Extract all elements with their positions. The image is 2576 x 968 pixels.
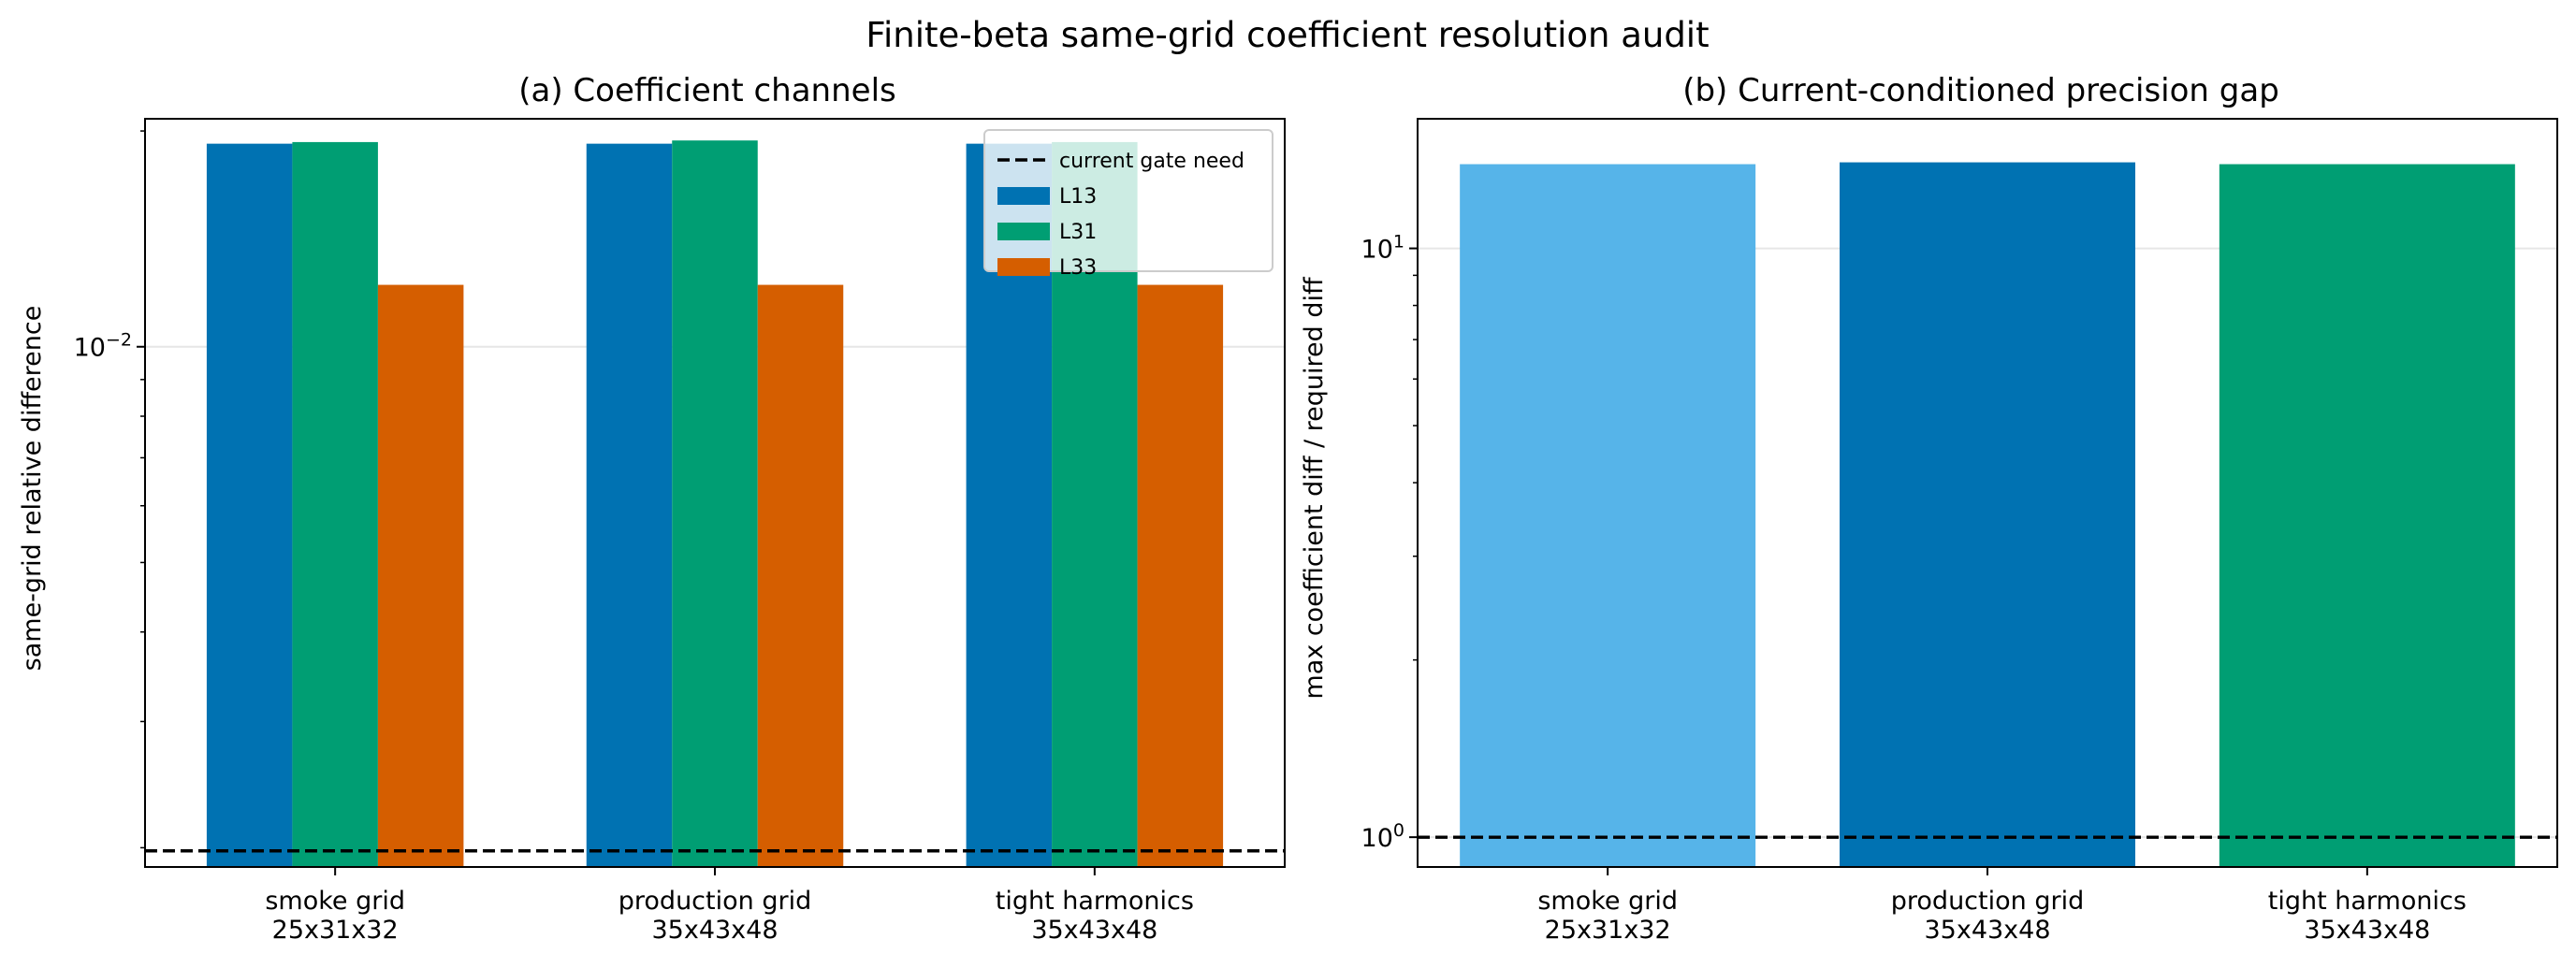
panel-a-ylabel: same-grid relative difference	[18, 306, 47, 672]
figure-title: Finite-beta same-grid coefficient resolu…	[866, 15, 1709, 55]
bar-l13-1	[586, 143, 673, 868]
bar-2	[2219, 164, 2515, 867]
xtick-label-2: tight harmonics	[2268, 887, 2467, 916]
legend-swatch-l13	[997, 187, 1050, 205]
xtick-label-0: smoke grid	[1537, 887, 1678, 916]
panel-a-title: (a) Coefficient channels	[518, 72, 896, 109]
bar-l33-2	[1137, 284, 1224, 867]
legend-swatch-l33	[997, 258, 1050, 276]
xtick-sublabel-1: 35x43x48	[1924, 916, 2050, 945]
bar-l13-0	[206, 143, 293, 868]
legend-swatch-l31	[997, 223, 1050, 240]
xtick-sublabel-0: 25x31x32	[1545, 916, 1671, 945]
ytick-label-0: 100	[1361, 820, 1404, 853]
legend-label-0: current gate need	[1059, 150, 1244, 173]
legend-box	[983, 129, 1273, 272]
bar-l33-1	[757, 284, 844, 867]
panel-b-title: (b) Current-conditioned precision gap	[1682, 72, 2279, 109]
bar-1	[1840, 162, 2135, 868]
xtick-sublabel-2: 35x43x48	[1031, 916, 1157, 945]
ytick-label-1: 101	[1361, 232, 1404, 265]
panel-b-ylabel: max coefficient diff / required diff	[1300, 276, 1329, 700]
legend-label-1: L13	[1059, 185, 1097, 209]
bar-l31-0	[292, 141, 378, 868]
legend: current gate need L13 L31 L33	[983, 129, 1273, 280]
bar-0	[1460, 164, 1756, 867]
ytick-label-0: 10−2	[74, 330, 132, 363]
xtick-label-1: production grid	[1891, 887, 2084, 916]
legend-label-2: L31	[1059, 221, 1097, 244]
xtick-label-1: production grid	[619, 887, 811, 916]
bar-l31-1	[672, 140, 758, 868]
xtick-sublabel-2: 35x43x48	[2304, 916, 2430, 945]
xtick-label-0: smoke grid	[265, 887, 405, 916]
panel-a: (a) Coefficient channels same-grid relat…	[18, 72, 1286, 945]
xtick-sublabel-1: 35x43x48	[651, 916, 778, 945]
bar-l33-0	[377, 284, 464, 867]
legend-label-3: L33	[1059, 256, 1097, 280]
xtick-sublabel-0: 25x31x32	[272, 916, 399, 945]
panel-b: (b) Current-conditioned precision gap ma…	[1300, 72, 2558, 945]
xtick-label-2: tight harmonics	[996, 887, 1194, 916]
